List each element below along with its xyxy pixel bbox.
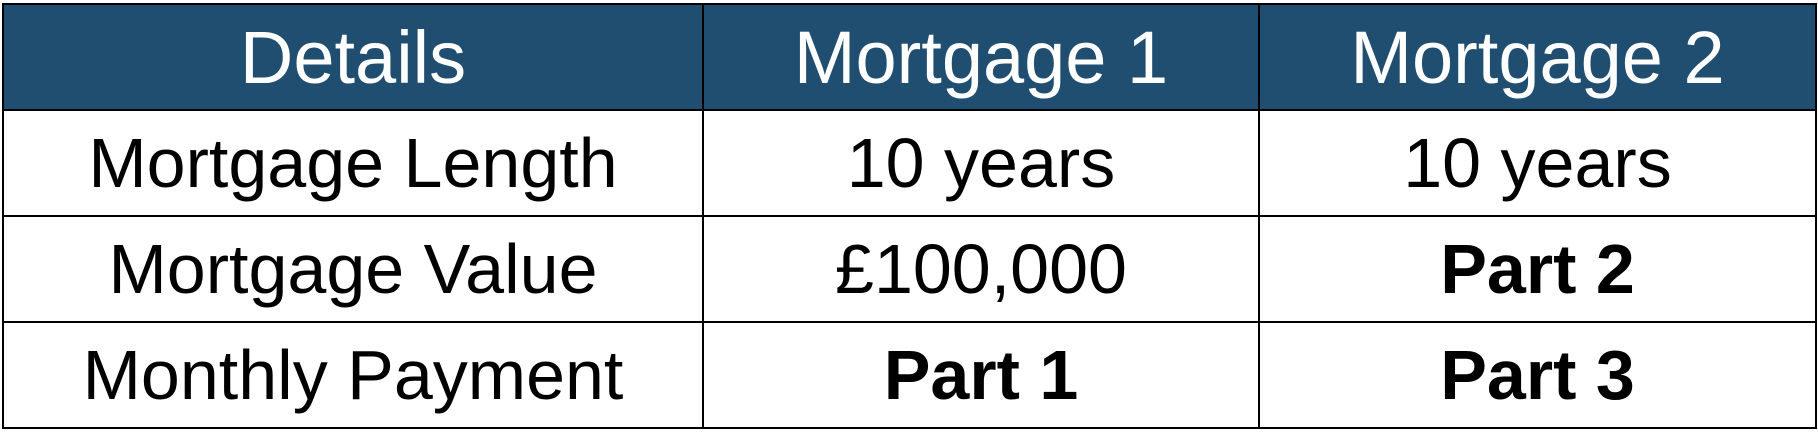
table-row: Monthly Payment Part 1 Part 3 bbox=[2, 321, 1817, 429]
header-details: Details bbox=[2, 3, 704, 111]
mortgage-2-length: 10 years bbox=[1258, 109, 1817, 217]
header-mortgage-1: Mortgage 1 bbox=[702, 3, 1260, 111]
table-row: Mortgage Value £100,000 Part 2 bbox=[2, 215, 1817, 323]
row-label-mortgage-length: Mortgage Length bbox=[2, 109, 704, 217]
mortgage-1-value: £100,000 bbox=[702, 215, 1260, 323]
header-mortgage-2: Mortgage 2 bbox=[1258, 3, 1817, 111]
row-label-mortgage-value: Mortgage Value bbox=[2, 215, 704, 323]
table-header-row: Details Mortgage 1 Mortgage 2 bbox=[2, 3, 1817, 111]
row-label-monthly-payment: Monthly Payment bbox=[2, 321, 704, 429]
mortgage-2-value: Part 2 bbox=[1258, 215, 1817, 323]
mortgage-1-length: 10 years bbox=[702, 109, 1260, 217]
table-row: Mortgage Length 10 years 10 years bbox=[2, 109, 1817, 217]
mortgage-1-monthly-payment: Part 1 bbox=[702, 321, 1260, 429]
mortgage-comparison-table: Details Mortgage 1 Mortgage 2 Mortgage L… bbox=[2, 3, 1817, 429]
mortgage-2-monthly-payment: Part 3 bbox=[1258, 321, 1817, 429]
